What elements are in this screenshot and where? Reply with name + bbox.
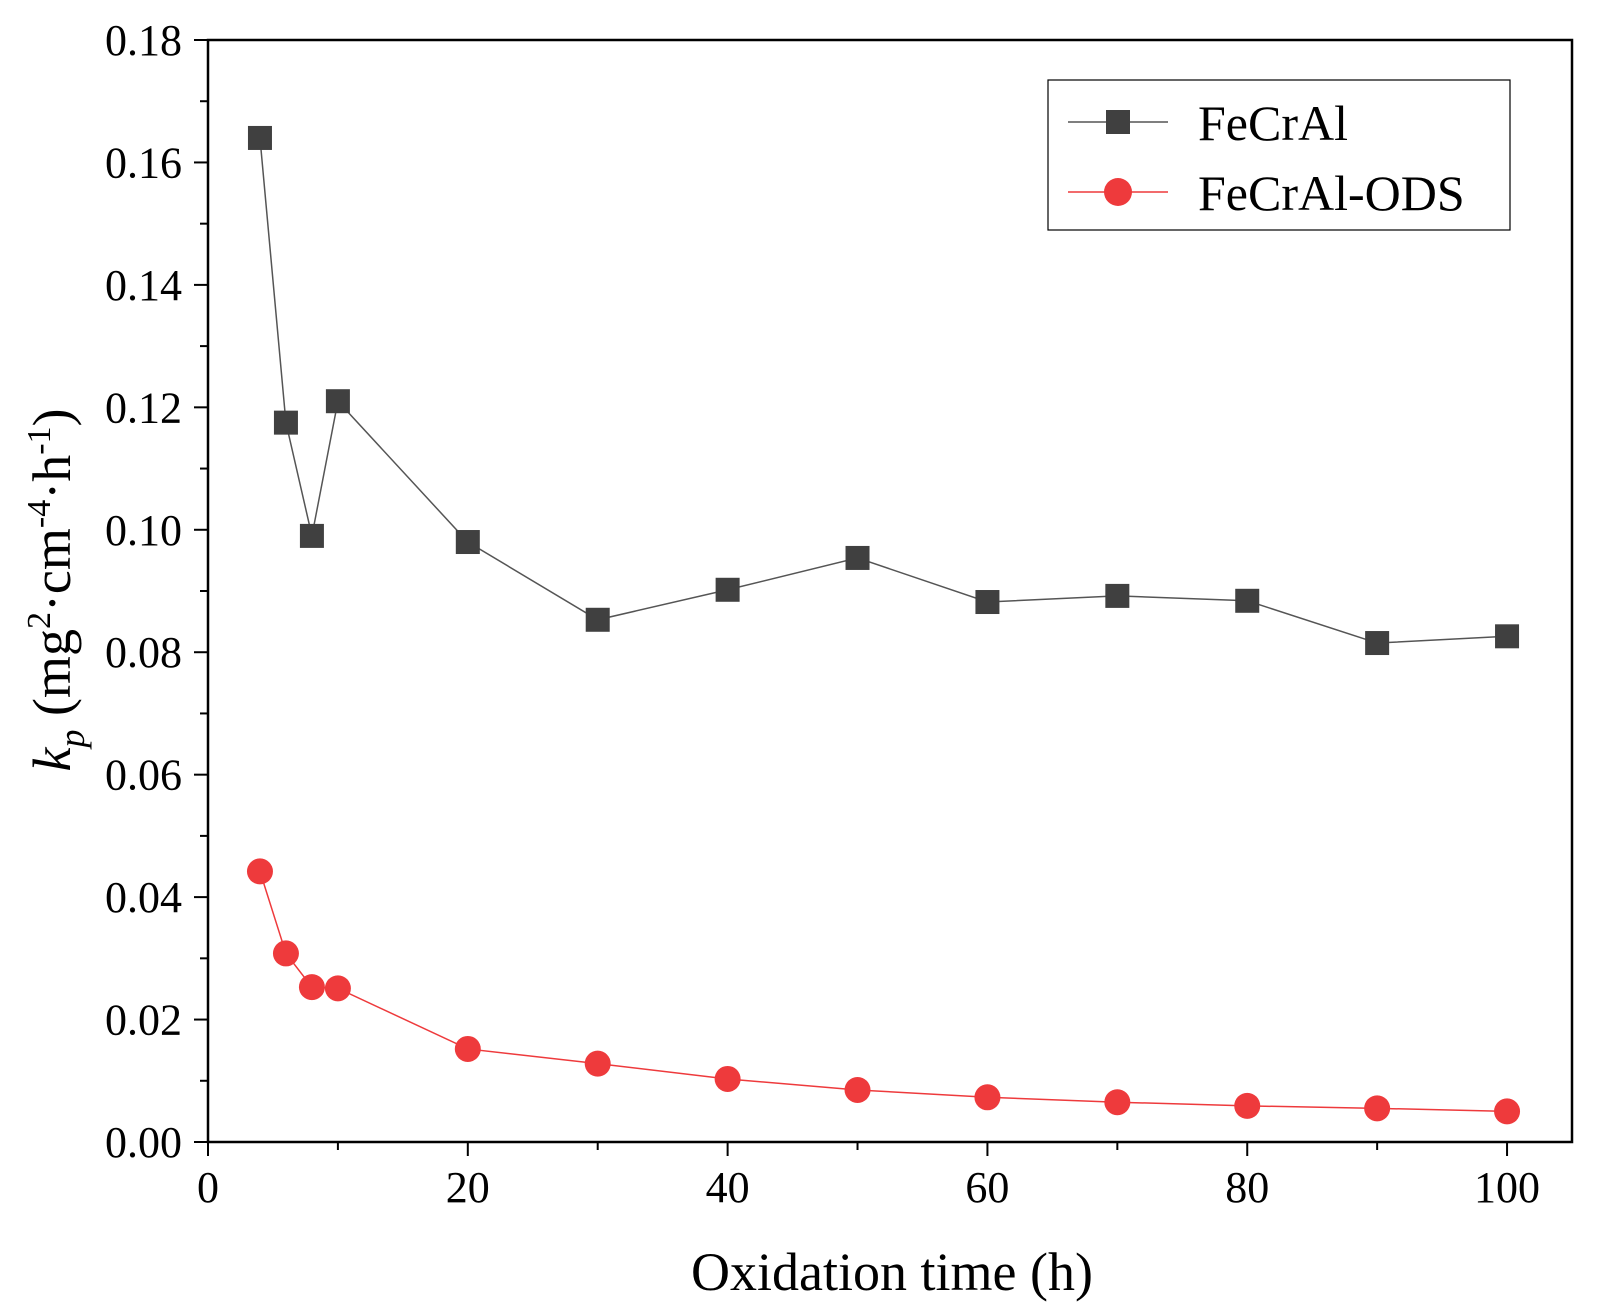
x-tick-label: 40 <box>706 1163 750 1212</box>
data-point-fecral-ods <box>324 975 351 1002</box>
x-tick-label: 60 <box>965 1163 1009 1212</box>
y-tick-label: 0.12 <box>105 383 182 432</box>
data-point-fecral-ods <box>246 858 273 885</box>
y-axis-unit-mid2: ·h <box>22 455 82 500</box>
y-axis-unit-open: (mg <box>22 629 82 730</box>
legend-label-fecral-ods: FeCrAl-ODS <box>1198 165 1465 221</box>
data-point-fecral <box>585 607 610 632</box>
legend-marker-fecral <box>1106 110 1130 134</box>
y-axis-unit-mid: ·cm <box>22 528 82 612</box>
data-point-fecral <box>715 577 740 602</box>
y-tick-label: 0.04 <box>105 873 182 922</box>
y-axis-title: kp (mg2·cm-4·h-1) <box>21 408 92 771</box>
x-tick-label: 80 <box>1225 1163 1269 1212</box>
data-point-fecral-ods <box>298 974 325 1001</box>
legend-label-fecral: FeCrAl <box>1198 95 1348 151</box>
legend-box <box>1047 79 1511 231</box>
data-point-fecral-ods <box>454 1035 481 1062</box>
y-tick-label: 0.14 <box>105 261 182 310</box>
y-axis-sup-1: 2 <box>21 612 58 629</box>
y-tick-label: 0.00 <box>105 1118 182 1167</box>
y-axis-unit-close: ) <box>22 408 82 426</box>
y-tick-label: 0.08 <box>105 628 182 677</box>
y-axis-sup-2: -4 <box>21 500 58 528</box>
x-tick-label: 100 <box>1474 1163 1540 1212</box>
y-axis-subscript: p <box>52 730 92 751</box>
y-tick-label: 0.06 <box>105 751 182 800</box>
data-point-fecral-ods <box>272 940 299 967</box>
y-axis-sup-3: -1 <box>21 426 58 454</box>
data-point-fecral-ods <box>1234 1092 1261 1119</box>
data-point-fecral <box>325 389 350 414</box>
data-point-fecral-ods <box>584 1050 611 1077</box>
data-point-fecral-ods <box>844 1076 871 1103</box>
data-point-fecral <box>1495 624 1520 649</box>
data-point-fecral <box>299 523 324 548</box>
y-axis-symbol: k <box>22 747 82 772</box>
series-line-fecral-ods <box>259 871 1508 1113</box>
data-point-fecral <box>845 545 870 570</box>
x-axis-title: Oxidation time (h) <box>691 1242 1093 1302</box>
data-point-fecral-ods <box>714 1065 741 1092</box>
data-point-fecral-ods <box>1364 1095 1391 1122</box>
data-point-fecral <box>247 125 272 150</box>
data-point-fecral <box>975 590 1000 615</box>
y-tick-label: 0.16 <box>105 138 182 187</box>
legend-marker-fecral-ods <box>1104 178 1132 206</box>
y-tick-label: 0.02 <box>105 996 182 1045</box>
data-point-fecral <box>455 530 480 555</box>
y-tick-label: 0.18 <box>105 16 182 65</box>
legend: FeCrAl FeCrAl-ODS <box>1047 79 1511 231</box>
data-point-fecral-ods <box>1104 1089 1131 1116</box>
data-point-fecral <box>1365 631 1390 656</box>
x-tick-label: 0 <box>197 1163 219 1212</box>
data-point-fecral <box>1235 588 1260 613</box>
data-point-fecral <box>1105 583 1130 608</box>
y-tick-label: 0.10 <box>105 506 182 555</box>
data-point-fecral <box>273 410 298 435</box>
data-point-fecral-ods <box>1494 1098 1521 1125</box>
x-tick-label: 20 <box>446 1163 490 1212</box>
data-point-fecral-ods <box>974 1084 1001 1111</box>
